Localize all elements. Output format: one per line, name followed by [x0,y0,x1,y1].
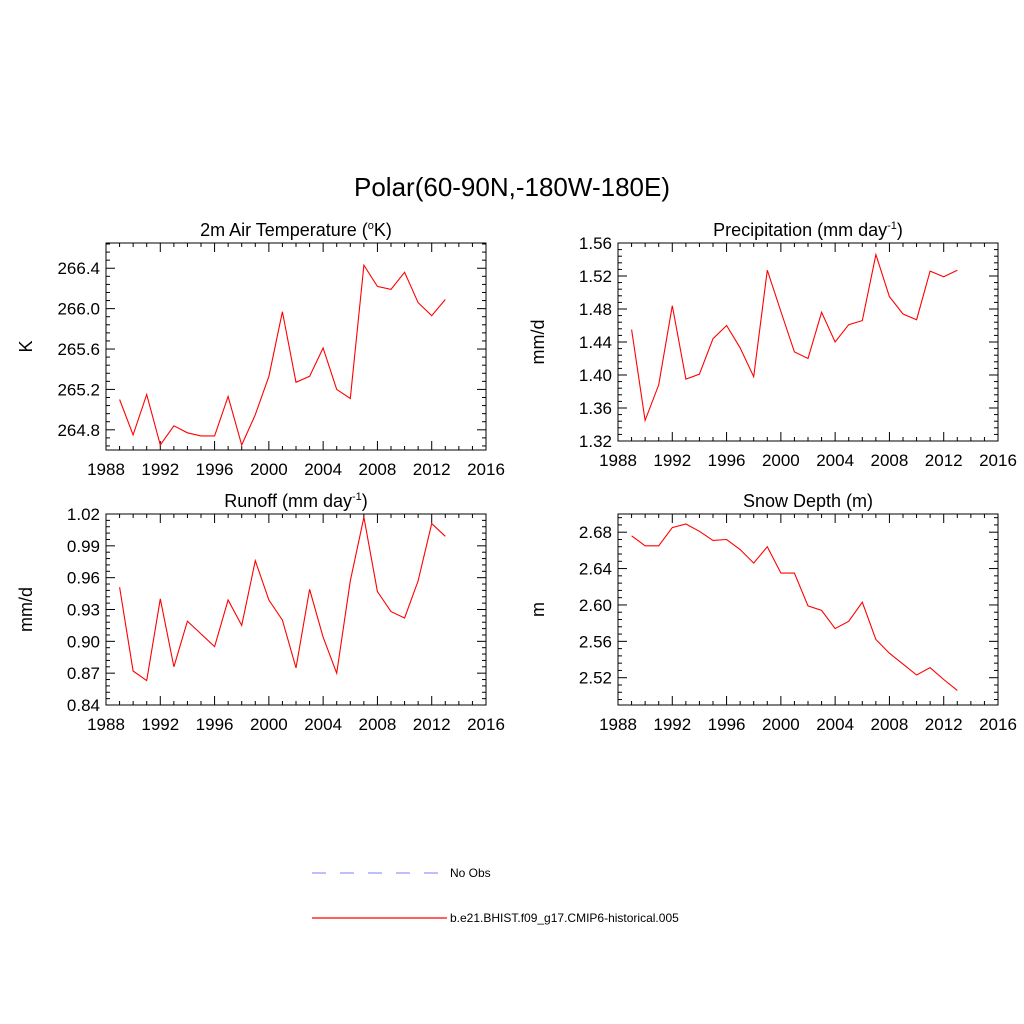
y-tick-label: 1.52 [579,267,612,286]
x-tick-label: 2008 [871,451,909,470]
y-axis-label: m [528,602,548,617]
x-tick-label: 1996 [196,460,234,479]
x-tick-label: 2016 [979,715,1017,734]
y-tick-label: 266.4 [57,259,100,278]
legend-item-model-run: b.e21.BHIST.f09_g17.CMIP6-historical.005 [312,911,679,925]
panel-precip: Precipitation (mm day-1) mm/d 1988 1992 1996… [528,220,1017,470]
y-tick-label: 1.32 [579,432,612,451]
x-tick-label: 2000 [250,715,288,734]
panel-title: Precipitation (mm day-1) [713,220,903,240]
y-tick-label: 2.52 [579,669,612,688]
x-tick-label: 2004 [304,715,342,734]
plot-frame [617,513,999,706]
x-tick-label: 1992 [141,715,179,734]
series-line-temp [119,263,446,447]
panel-temp: 2m Air Temperature (oK) K 1988 1992 1996 2000… [16,220,505,479]
x-tick-label: 1992 [141,460,179,479]
x-tick-label: 1996 [196,715,234,734]
legend-item-no-obs: No Obs [312,866,491,880]
series-line-runoff [119,517,446,682]
y-tick-label: 264.8 [57,421,100,440]
y-axis-label: mm/d [16,587,36,632]
series-line-snow [631,523,958,691]
y-tick-label: 1.02 [67,505,100,524]
y-tick-label: 0.99 [67,537,100,556]
panel-title: Runoff (mm day-1) [224,491,368,511]
y-tick-label: 0.87 [67,664,100,683]
x-tick-label: 1988 [599,715,637,734]
y-tick-label: 1.56 [579,234,612,253]
y-tick-label: 2.64 [579,560,612,579]
figure-title: Polar(60-90N,-180W-180E) [354,172,670,202]
x-tick-label: 1988 [87,715,125,734]
x-tick-label: 1988 [87,460,125,479]
x-tick-label: 2004 [816,451,854,470]
panel-group: 2m Air Temperature (oK) K 1988 1992 1996 2000… [16,220,1017,734]
panel-snow: Snow Depth (m) m 1988 1992 1996 2000 2004 2008 2… [528,491,1017,734]
y-tick-label: 0.90 [67,632,100,651]
series-line-precip [631,252,958,423]
x-tick-label: 1992 [653,451,691,470]
x-tick-label: 2016 [467,715,505,734]
y-tick-label: 0.96 [67,569,100,588]
x-tick-label: 2016 [467,460,505,479]
x-tick-label: 2012 [413,460,451,479]
legend: No Obs b.e21.BHIST.f09_g17.CMIP6-histori… [312,866,679,925]
y-tick-label: 2.56 [579,632,612,651]
x-tick-label: 1988 [599,451,637,470]
x-tick-label: 2004 [816,715,854,734]
panel-title: Snow Depth (m) [743,491,873,511]
y-tick-label: 1.36 [579,399,612,418]
plot-frame [105,242,487,451]
x-tick-label: 2000 [762,451,800,470]
y-tick-label: 2.60 [579,596,612,615]
x-tick-label: 2016 [979,451,1017,470]
x-tick-label: 2008 [871,715,909,734]
y-tick-label: 1.40 [579,366,612,385]
x-tick-label: 2004 [304,460,342,479]
y-tick-label: 1.48 [579,300,612,319]
panel-title: 2m Air Temperature (oK) [200,220,392,240]
panel-runoff: Runoff (mm day-1) mm/d 1988 1992 1996 2000 200… [16,491,505,734]
x-tick-label: 2012 [925,715,963,734]
y-axis-label: K [16,340,36,352]
y-tick-label: 265.6 [57,340,100,359]
legend-label-model-run: b.e21.BHIST.f09_g17.CMIP6-historical.005 [450,911,679,925]
x-tick-label: 2012 [413,715,451,734]
y-tick-label: 266.0 [57,300,100,319]
y-tick-label: 265.2 [57,380,100,399]
x-tick-label: 2000 [762,715,800,734]
plot-frame [105,513,487,706]
y-tick-label: 2.68 [579,523,612,542]
x-tick-label: 2012 [925,451,963,470]
y-tick-label: 0.93 [67,601,100,620]
y-tick-label: 0.84 [67,696,100,715]
x-tick-label: 1992 [653,715,691,734]
legend-label-no-obs: No Obs [450,866,491,880]
x-tick-label: 2000 [250,460,288,479]
y-tick-label: 1.44 [579,333,612,352]
x-tick-label: 1996 [708,451,746,470]
y-axis-label: mm/d [528,320,548,365]
x-tick-label: 2008 [359,715,397,734]
plot-frame [617,242,999,442]
x-tick-label: 2008 [359,460,397,479]
x-tick-label: 1996 [708,715,746,734]
